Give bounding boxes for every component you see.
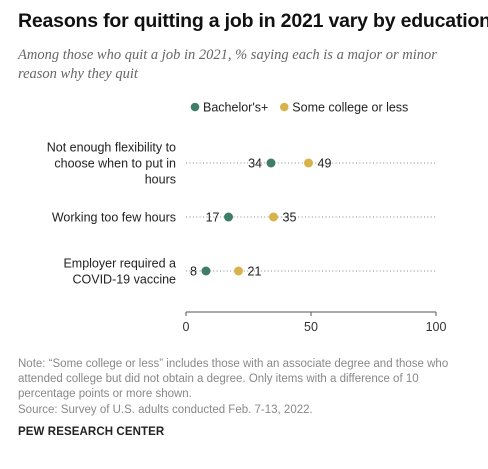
chart-title: Reasons for quitting a job in 2021 vary … [18, 10, 488, 32]
value-label-bachelors-0: 34 [248, 157, 262, 171]
category-label-2: Employer required a COVID-19 vaccine [63, 257, 176, 287]
chart-source: Source: Survey of U.S. adults conducted … [18, 404, 313, 416]
chart-note: Note: “Some college or less” includes th… [18, 358, 449, 400]
legend-marker-1 [279, 102, 289, 112]
category-label-line: hours [145, 173, 176, 187]
value-label-some-college-2: 21 [248, 265, 262, 279]
x-tick-label-0: 0 [183, 320, 190, 334]
legend-marker-0 [190, 102, 200, 112]
legend-label-1: Some college or less [292, 101, 408, 115]
value-label-bachelors-2: 8 [190, 265, 197, 279]
x-tick-label-1: 50 [304, 320, 318, 334]
value-label-bachelors-1: 17 [206, 211, 220, 225]
x-tick-label-2: 100 [426, 320, 447, 334]
data-point-some-college-1 [269, 212, 278, 222]
category-label-1: Working too few hours [52, 211, 176, 225]
category-label-line: Not enough flexibility to [47, 141, 176, 155]
data-point-some-college-0 [304, 158, 313, 168]
data-point-bachelors-2 [201, 266, 211, 276]
data-point-some-college-2 [234, 266, 243, 276]
data-point-bachelors-0 [266, 158, 276, 168]
legend-label-0: Bachelor's+ [203, 101, 268, 115]
brand-logo-text: PEW RESEARCH CENTER [18, 426, 165, 438]
dot-plot-chart: Bachelor's+ Some college or less Not enoug… [47, 101, 447, 335]
category-label-line: choose when to put in [54, 157, 176, 171]
category-label-line: Employer required a [63, 257, 176, 271]
chart-subtitle: Among those who quit a job in 2021, % sa… [18, 47, 437, 82]
category-label-line: Working too few hours [52, 211, 176, 225]
value-label-some-college-0: 49 [318, 157, 332, 171]
value-label-some-college-1: 35 [283, 211, 297, 225]
data-point-bachelors-1 [224, 212, 233, 222]
category-label-line: COVID-19 vaccine [72, 273, 176, 287]
category-label-0: Not enough flexibility to choose when to … [47, 141, 176, 187]
